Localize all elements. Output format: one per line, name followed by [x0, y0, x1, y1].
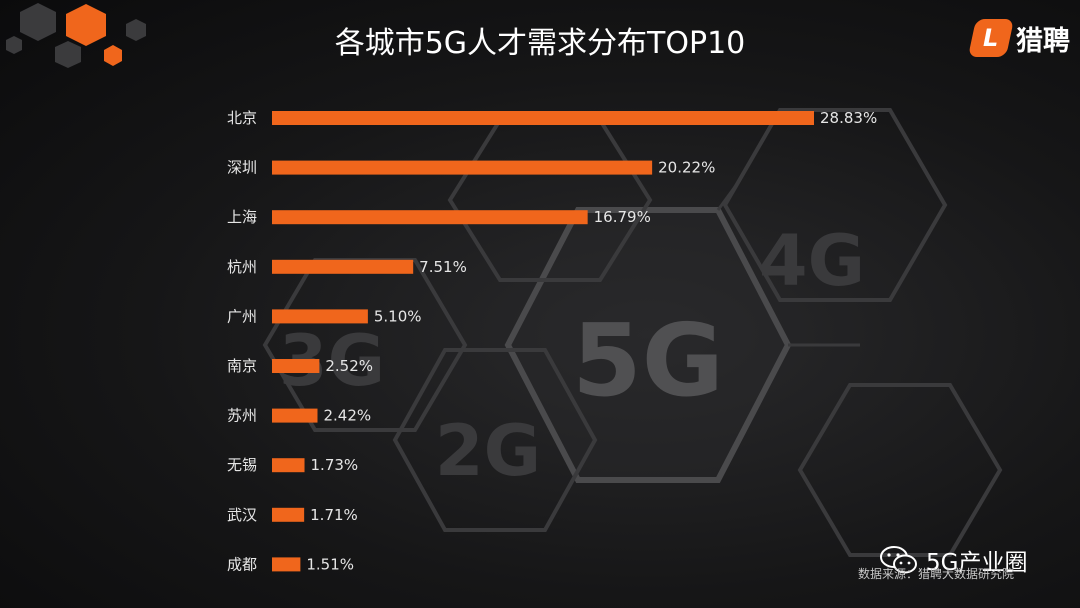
value-label: 7.51% — [419, 258, 467, 276]
watermark-text: 5G产业圈 — [926, 550, 1028, 576]
category-label: 上海 — [227, 208, 257, 226]
logo-text: 猎聘 — [1016, 25, 1070, 57]
label-2g: 2G — [435, 410, 541, 492]
value-label: 16.79% — [594, 208, 651, 226]
wechat-icon — [880, 546, 917, 574]
bar — [272, 458, 305, 473]
value-label: 20.22% — [658, 159, 715, 177]
cube-icon — [66, 4, 106, 46]
bar — [272, 309, 368, 324]
category-label: 无锡 — [227, 456, 257, 474]
value-label: 1.51% — [306, 555, 354, 573]
category-label: 苏州 — [227, 407, 257, 425]
cube-icon — [20, 3, 56, 41]
bar — [272, 111, 814, 125]
cube-icon — [6, 36, 22, 54]
value-label: 1.71% — [310, 506, 358, 524]
bar — [272, 507, 305, 522]
category-label: 武汉 — [227, 506, 257, 524]
value-label: 2.52% — [325, 357, 373, 375]
bar — [272, 210, 588, 225]
value-label: 1.73% — [311, 456, 359, 474]
bar — [272, 557, 301, 572]
cube-icon — [126, 19, 146, 41]
hexagon-outline — [797, 383, 1003, 557]
bar — [272, 408, 318, 423]
category-label: 成都 — [227, 555, 257, 573]
value-label: 28.83% — [820, 109, 877, 127]
value-label: 2.42% — [323, 407, 371, 425]
cube-icon — [55, 41, 81, 68]
value-label: 5.10% — [374, 307, 422, 325]
category-label: 杭州 — [227, 258, 257, 276]
label-5g: 5G — [572, 302, 724, 419]
source-note: 数据来源：猎聘大数据研究院 — [858, 567, 1015, 581]
bar — [272, 359, 320, 373]
category-label: 北京 — [227, 109, 257, 127]
bar — [272, 259, 414, 274]
category-label: 深圳 — [227, 159, 257, 177]
hexagon-2g — [392, 348, 598, 532]
logo: L 猎聘 — [967, 18, 1070, 58]
chart-title: 各城市5G人才需求分布TOP10 — [334, 26, 746, 61]
watermark: 5G产业圈 — [880, 543, 1027, 577]
category-label: 南京 — [227, 357, 257, 375]
bar — [272, 160, 653, 175]
category-label: 广州 — [227, 307, 257, 325]
cube-icon — [104, 45, 122, 66]
hexagon-4g — [722, 108, 948, 302]
label-4g: 4G — [759, 220, 865, 302]
